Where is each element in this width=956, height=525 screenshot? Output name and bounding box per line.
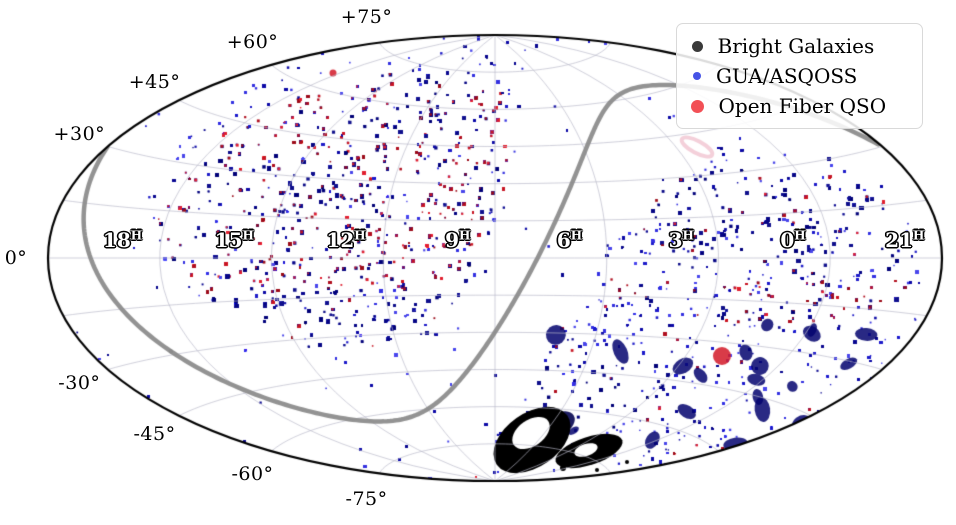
ra-tick-label: 0H xyxy=(780,228,806,252)
dec-tick-label: 0° xyxy=(4,247,28,269)
legend-item-open-fiber-qso: Open Fiber QSO xyxy=(690,94,914,118)
dec-tick-label: +30° xyxy=(53,122,106,145)
legend-label: GUA/ASQOSS xyxy=(716,64,858,88)
dec-tick-label: +60° xyxy=(226,31,279,54)
dec-tick-label: +75° xyxy=(340,6,393,29)
legend-label: Open Fiber QSO xyxy=(718,94,887,118)
ra-tick-label: 9H xyxy=(445,228,471,252)
dec-tick-label: -45° xyxy=(133,423,176,446)
gua-asqoss-marker-icon xyxy=(693,72,701,80)
dec-tick-label: +45° xyxy=(128,70,181,93)
dec-tick-label: -30° xyxy=(58,371,101,394)
legend: Bright Galaxies GUA/ASQOSS Open Fiber QS… xyxy=(676,23,923,129)
ra-tick-label: 3H xyxy=(668,228,694,252)
dec-tick-label: -60° xyxy=(231,462,274,485)
ra-tick-label: 12H xyxy=(326,228,366,252)
dec-tick-label: -75° xyxy=(345,487,388,510)
legend-item-bright-galaxies: Bright Galaxies xyxy=(690,34,914,58)
ra-tick-label: 21H xyxy=(885,228,925,252)
ra-tick-label: 18H xyxy=(102,228,143,252)
open-fiber-qso-marker-icon xyxy=(690,99,704,113)
bright-galaxies-marker-icon xyxy=(691,40,703,52)
ra-tick-label: 6H xyxy=(556,228,583,252)
ra-tick-label: 15H xyxy=(214,228,254,252)
legend-item-gua-asqoss: GUA/ASQOSS xyxy=(690,64,914,88)
legend-label: Bright Galaxies xyxy=(717,34,875,58)
